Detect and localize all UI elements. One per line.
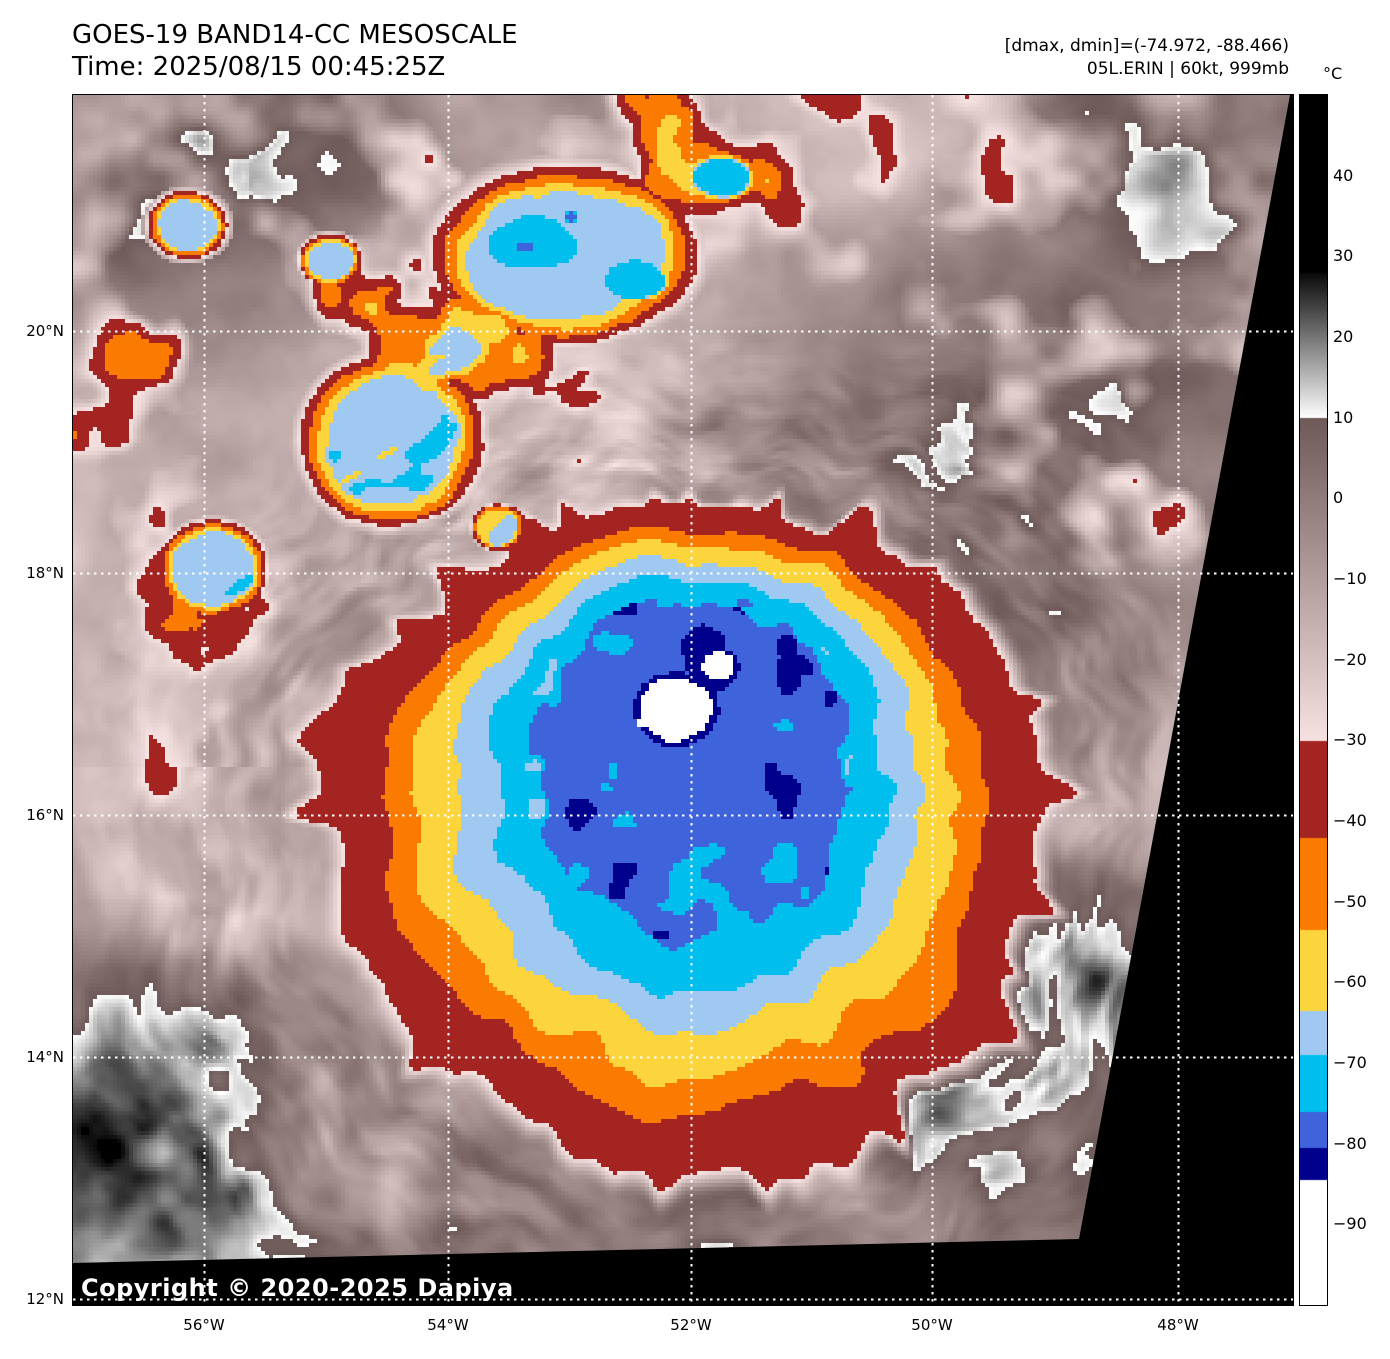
colorbar-tick-label: −50 (1333, 891, 1367, 911)
lat-tick-label: 16°N (26, 806, 64, 824)
timestamp: Time: 2025/08/15 00:45:25Z (72, 52, 446, 82)
colorbar-tick-label: 10 (1333, 407, 1354, 427)
colorbar-tick-label: −30 (1333, 730, 1367, 750)
colorbar-tick-label: 0 (1333, 488, 1344, 508)
copyright-text: Copyright © 2020-2025 Dapiya (81, 1274, 514, 1302)
map-frame: Copyright © 2020-2025 Dapiya (72, 94, 1294, 1306)
satellite-image-canvas (73, 95, 1293, 1305)
lat-tick-label: 14°N (26, 1048, 64, 1066)
colorbar-tick-label: −70 (1333, 1053, 1367, 1072)
storm-info-annotation: 05L.ERIN | 60kt, 999mb (1086, 59, 1289, 79)
colorbar-tick-label: −20 (1333, 649, 1367, 669)
colorbar-tick-label: 30 (1333, 246, 1354, 266)
lon-tick-label: 52°W (670, 1316, 712, 1334)
lon-tick-label: 48°W (1157, 1316, 1199, 1334)
lat-tick-label: 12°N (26, 1290, 64, 1308)
lat-tick-label: 20°N (26, 322, 64, 340)
dmax-dmin-annotation: [dmax, dmin]=(-74.972, -88.466) (1004, 36, 1289, 56)
colorbar-tick-label: 40 (1333, 165, 1354, 185)
lon-tick-label: 56°W (183, 1316, 225, 1334)
colorbar-unit-label: °C (1323, 64, 1343, 83)
colorbar-tick-label: −80 (1333, 1133, 1367, 1153)
colorbar-frame (1299, 94, 1328, 1306)
lat-tick-label: 18°N (26, 564, 64, 582)
lon-tick-label: 54°W (427, 1316, 469, 1334)
colorbar-canvas (1300, 95, 1327, 1305)
colorbar-tick-label: −60 (1333, 972, 1367, 992)
lon-tick-label: 50°W (911, 1316, 953, 1334)
colorbar-tick-label: −40 (1333, 811, 1367, 830)
colorbar-tick-label: 20 (1333, 327, 1354, 346)
product-title: GOES-19 BAND14-CC MESOSCALE (72, 20, 518, 50)
colorbar-tick-label: −10 (1333, 569, 1367, 588)
colorbar-tick-label: −90 (1333, 1214, 1367, 1234)
